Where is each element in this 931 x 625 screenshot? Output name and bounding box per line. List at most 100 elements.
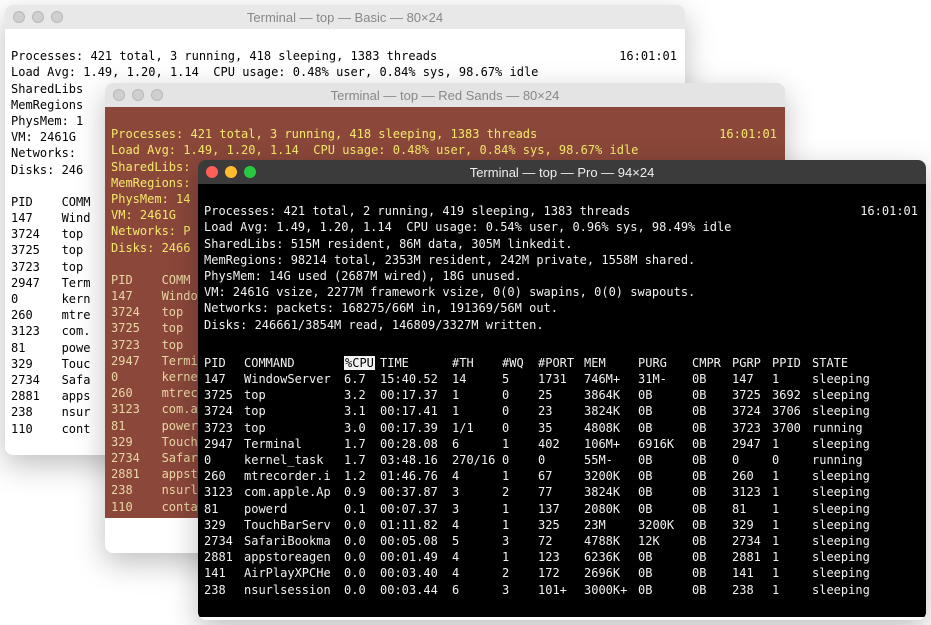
cell: 2881 xyxy=(732,549,772,565)
cell: kernel_task xyxy=(244,452,344,468)
summary-line: Processes: 421 total, 2 running, 419 sle… xyxy=(204,204,630,218)
cell: 15:40.52 xyxy=(380,371,452,387)
cell: 1 xyxy=(502,468,538,484)
summary-line: Processes: 421 total, 3 running, 418 sle… xyxy=(111,127,537,141)
cell: 3 xyxy=(452,484,502,500)
col-header: CMPR xyxy=(692,355,732,371)
cell: 6.7 xyxy=(344,371,380,387)
cell: 00:05.08 xyxy=(380,533,452,549)
cell: 0B xyxy=(692,484,732,500)
cell: 00:03.40 xyxy=(380,565,452,581)
cell: 31M- xyxy=(638,371,692,387)
minimize-icon[interactable] xyxy=(32,11,44,23)
cell: 0 xyxy=(204,452,244,468)
titlebar[interactable]: Terminal — top — Pro — 94×24 xyxy=(198,160,926,184)
summary-line: MemRegions: xyxy=(111,176,190,190)
cell: 402 xyxy=(538,436,584,452)
minimize-icon[interactable] xyxy=(225,166,237,178)
cell: AirPlayXPCHe xyxy=(244,565,344,581)
cell: 1 xyxy=(772,533,812,549)
cell: 101+ xyxy=(538,582,584,598)
table-row: 147WindowServer6.715:40.521451731746M+31… xyxy=(204,371,920,387)
cell: 0B xyxy=(638,549,692,565)
cell: 3700 xyxy=(772,420,812,436)
summary-line: Processes: 421 total, 3 running, 418 sle… xyxy=(11,49,437,63)
cell: 1 xyxy=(772,436,812,452)
zoom-icon[interactable] xyxy=(51,11,63,23)
table-row: 329 Touc xyxy=(11,357,90,371)
zoom-icon[interactable] xyxy=(151,89,163,101)
cell: sleeping xyxy=(812,387,882,403)
cell: 0B xyxy=(692,565,732,581)
table-row: 2947 Termi xyxy=(111,354,198,368)
cell: 3724 xyxy=(732,403,772,419)
cell: top xyxy=(244,420,344,436)
close-icon[interactable] xyxy=(113,89,125,101)
cell: 81 xyxy=(204,501,244,517)
table-row: 3724top3.100:17.4110233824K0B0B37243706s… xyxy=(204,403,920,419)
cell: 0 xyxy=(538,452,584,468)
cell: 14 xyxy=(452,371,502,387)
cell: 3824K xyxy=(584,403,638,419)
table-row: 81 powe xyxy=(11,341,90,355)
cell: 1.7 xyxy=(344,436,380,452)
cell: 81 xyxy=(732,501,772,517)
cell: 0B xyxy=(692,582,732,598)
table-row: 0kernel_task1.703:48.16270/160055M-0B0B0… xyxy=(204,452,920,468)
close-icon[interactable] xyxy=(13,11,25,23)
cell: 3 xyxy=(502,533,538,549)
table-row: 141AirPlayXPCHe0.000:03.40421722696K0B0B… xyxy=(204,565,920,581)
cell: 3.0 xyxy=(344,420,380,436)
cell: 0B xyxy=(692,517,732,533)
close-icon[interactable] xyxy=(206,166,218,178)
cell: 746M+ xyxy=(584,371,638,387)
titlebar[interactable]: Terminal — top — Red Sands — 80×24 xyxy=(105,83,785,107)
zoom-icon[interactable] xyxy=(244,166,256,178)
cell: 1731 xyxy=(538,371,584,387)
summary-line: Disks: 246661/3854M read, 146809/3327M w… xyxy=(204,318,544,332)
cell: 2080K xyxy=(584,501,638,517)
cell: 00:28.08 xyxy=(380,436,452,452)
cell: 1/1 xyxy=(452,420,502,436)
cell: 0 xyxy=(772,452,812,468)
table-row: 2734 Safa xyxy=(11,373,90,387)
cell: 2734 xyxy=(732,533,772,549)
cell: sleeping xyxy=(812,436,882,452)
minimize-icon[interactable] xyxy=(132,89,144,101)
cell: 0 xyxy=(502,420,538,436)
cell: 1 xyxy=(452,403,502,419)
cell: 00:17.39 xyxy=(380,420,452,436)
titlebar[interactable]: Terminal — top — Basic — 80×24 xyxy=(5,5,685,29)
col-header: PID xyxy=(204,355,244,371)
cell: sleeping xyxy=(812,468,882,484)
cell: 0B xyxy=(638,565,692,581)
summary-line: Load Avg: 1.49, 1.20, 1.14 CPU usage: 0.… xyxy=(204,220,731,234)
cell: 1 xyxy=(772,565,812,581)
cell: 2881 xyxy=(204,549,244,565)
traffic-lights xyxy=(13,11,63,23)
table-row: 260 mtre xyxy=(11,308,90,322)
cell: sleeping xyxy=(812,403,882,419)
table-row: 147 Windo xyxy=(111,289,198,303)
cell: 0B xyxy=(692,501,732,517)
terminal-content[interactable]: Processes: 421 total, 2 running, 419 sle… xyxy=(198,184,926,617)
cell: 12K xyxy=(638,533,692,549)
summary-line: MemRegions xyxy=(11,98,83,112)
cell: 3824K xyxy=(584,484,638,500)
table-row: 329TouchBarServ0.001:11.824132523M3200K0… xyxy=(204,517,920,533)
cell: 1 xyxy=(772,468,812,484)
cell: 238 xyxy=(732,582,772,598)
cell: 1 xyxy=(502,436,538,452)
cell: 4 xyxy=(452,549,502,565)
cell: 3 xyxy=(502,582,538,598)
summary-line: Load Avg: 1.49, 1.20, 1.14 CPU usage: 0.… xyxy=(11,65,538,79)
cell: 77 xyxy=(538,484,584,500)
cell: 1 xyxy=(772,371,812,387)
summary-line: Networks: P xyxy=(111,224,190,238)
table-row: 2734SafariBookma0.000:05.0853724788K12K0… xyxy=(204,533,920,549)
col-header: TIME xyxy=(380,355,452,371)
summary-line: VM: 2461G xyxy=(111,208,176,222)
cell: sleeping xyxy=(812,501,882,517)
summary-line: PhysMem: 1 xyxy=(11,114,83,128)
terminal-window-pro[interactable]: Terminal — top — Pro — 94×24 Processes: … xyxy=(198,160,926,620)
